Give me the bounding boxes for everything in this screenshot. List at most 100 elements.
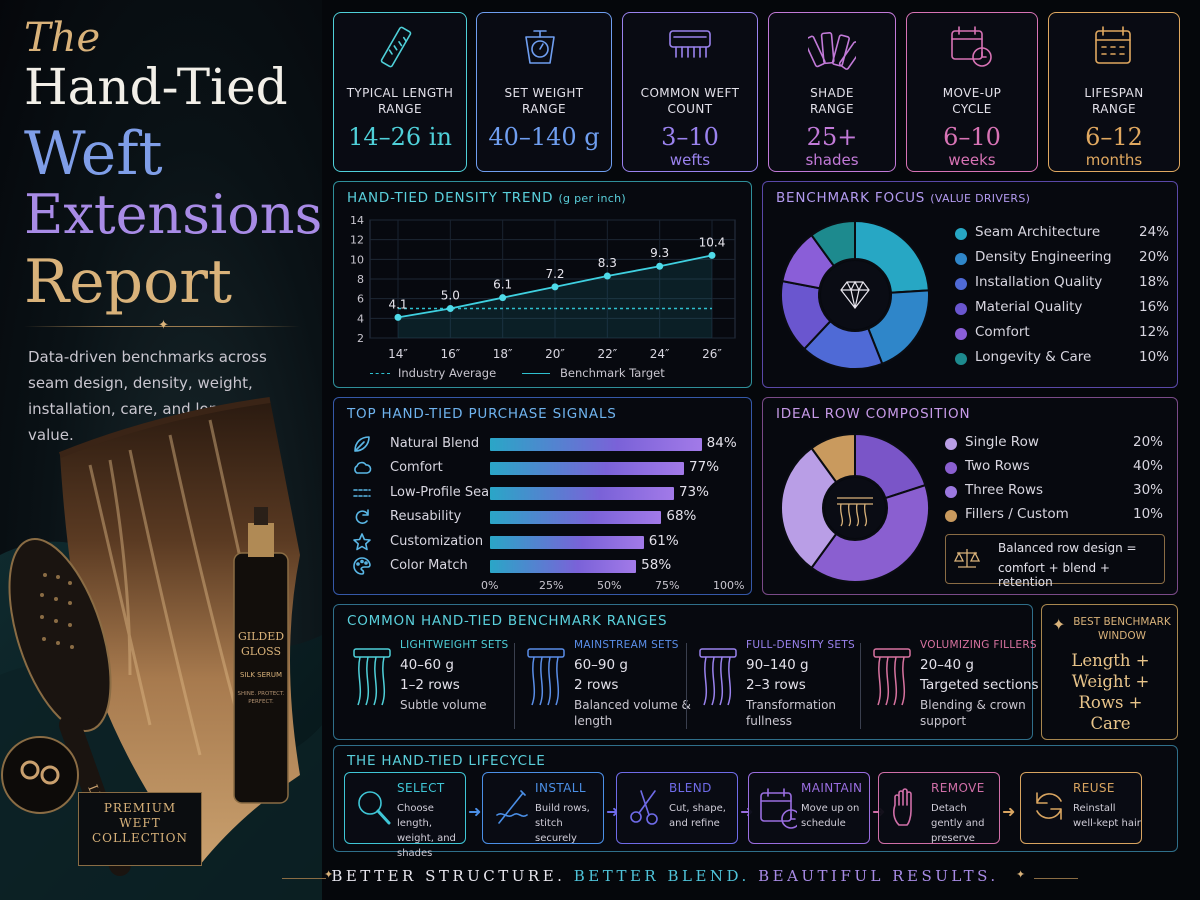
balance-scale-icon xyxy=(954,549,980,568)
stat-value: 6–10 xyxy=(943,123,1001,151)
x-tick-label: 14″ xyxy=(388,347,408,361)
footer-part-3: BEAUTIFUL RESULTS. xyxy=(758,867,999,885)
title-the: The xyxy=(24,15,101,61)
range-rows: 2 rows xyxy=(574,677,619,693)
target-area xyxy=(398,255,712,338)
range-weight: 90–140 g xyxy=(746,657,809,673)
signal-value: 58% xyxy=(641,557,672,573)
stat-label-line-1: TYPICAL LENGTH xyxy=(346,86,454,100)
x-tick-label: 26″ xyxy=(702,347,722,361)
x-tick-label: 25% xyxy=(539,579,564,592)
legend-target-swatch xyxy=(522,373,550,374)
stat-card: COMMON WEFT COUNT 3–10 wefts xyxy=(622,12,758,172)
purchase-signals-title: TOP HAND-TIED PURCHASE SIGNALS xyxy=(347,406,617,422)
signal-label: Natural Blend xyxy=(390,436,480,451)
legend-label: Comfort xyxy=(975,324,1030,340)
stat-label-line-1: COMMON WEFT xyxy=(640,86,740,100)
serum-tagline-2: PERFECT. xyxy=(248,699,274,705)
data-point xyxy=(551,283,559,291)
stat-value: 3–10 xyxy=(661,123,719,151)
signal-row: Customization 61% xyxy=(352,532,752,554)
stat-label: COMMON WEFT COUNT xyxy=(623,85,757,117)
legend-item: Two Rows 40% xyxy=(945,458,1163,482)
legend-swatch xyxy=(955,303,967,315)
donut-slice xyxy=(810,219,856,268)
benchmark-ranges-list: LIGHTWEIGHT SETS 40–60 g 1–2 rows Subtle vo… xyxy=(334,605,1039,741)
stat-label: SET WEIGHT RANGE xyxy=(477,85,611,117)
step-title: REMOVE xyxy=(931,781,985,795)
signal-row: Low-Profile Seam 73% xyxy=(352,483,752,505)
x-tick-label: 100% xyxy=(713,579,745,592)
left-column: The Hand-Tied Weft Extensions Report ✦ D… xyxy=(0,0,322,900)
legend-average-label: Industry Average xyxy=(398,366,497,380)
range-divider xyxy=(514,643,515,729)
title-extensions: Extensions xyxy=(24,183,322,246)
arrow-right-icon: ➜ xyxy=(1002,802,1016,821)
best-window-title: BEST BENCHMARK WINDOW xyxy=(1072,615,1172,643)
stat-card: LIFESPAN RANGE 6–12 months xyxy=(1048,12,1180,172)
stat-card: SHADE RANGE 25+ shades xyxy=(768,12,896,172)
data-point xyxy=(656,262,664,270)
badge-line-2: WEFT xyxy=(119,816,161,830)
legend-target-label: Benchmark Target xyxy=(560,366,665,380)
sparkle-icon: ✦ xyxy=(324,868,334,881)
swatch-icon xyxy=(803,23,864,75)
sparkle-icon: ✦ xyxy=(1052,615,1066,634)
purchase-signals-card: TOP HAND-TIED PURCHASE SIGNALS Natural B… xyxy=(333,397,752,595)
footer-part-2: BETTER BLEND. xyxy=(573,867,750,885)
benchmark-ranges-card: COMMON HAND-TIED BENCHMARK RANGES LIGHTW… xyxy=(333,604,1039,741)
legend-label: Fillers / Custom xyxy=(965,506,1069,522)
legend-label: Longevity & Care xyxy=(975,349,1092,365)
badge-line-3: COLLECTION xyxy=(92,831,188,845)
row-composition-card: IDEAL ROW COMPOSITION Single Row 20% Two R… xyxy=(762,397,1178,595)
legend-label: Single Row xyxy=(965,434,1039,450)
benchmark-donut-chart xyxy=(780,219,930,370)
calendar-clock-icon xyxy=(948,23,996,75)
best-window-line: Care xyxy=(1090,714,1131,733)
lifecycle-title: THE HAND-TIED LIFECYCLE xyxy=(347,753,546,769)
legend-item: Comfort 12% xyxy=(955,324,1175,348)
signal-row: Reusability 68% xyxy=(352,507,752,529)
legend-value: 24% xyxy=(1138,224,1169,240)
signals-axis-ticks: 0% 25% 50% 75% 100% xyxy=(481,579,744,593)
calendar-clock-icon xyxy=(757,785,801,829)
best-window-card: ✦ BEST BENCHMARK WINDOW Length + Weight … xyxy=(1041,604,1178,740)
signal-value: 84% xyxy=(706,435,737,451)
density-legend: Industry Average Benchmark Target xyxy=(370,366,730,382)
benchmark-ranges-title: COMMON HAND-TIED BENCHMARK RANGES xyxy=(347,613,668,629)
legend-label: Two Rows xyxy=(965,458,1030,474)
legend-swatch xyxy=(945,462,957,474)
x-tick-label: 50% xyxy=(597,579,622,592)
range-description: Blending & crown support xyxy=(920,698,1026,728)
range-description: Balanced volume & length xyxy=(574,698,691,728)
legend-average-swatch xyxy=(370,373,390,374)
legend-swatch xyxy=(955,353,967,365)
leaf-icon xyxy=(352,434,372,454)
lifecycle-steps: SELECT Choose length, weight, and shades ➜… xyxy=(334,746,1179,859)
benchmark-subtitle-text: (VALUE DRIVERS) xyxy=(930,192,1031,205)
legend-value: 30% xyxy=(1132,482,1163,498)
step-title: BLEND xyxy=(669,781,712,795)
range-rows: 1–2 rows xyxy=(400,677,460,693)
lifecycle-card: THE HAND-TIED LIFECYCLE SELECT Choose len… xyxy=(333,745,1179,859)
lifecycle-step: REMOVE Detach gently and preserve xyxy=(878,772,1000,844)
scissors-icon xyxy=(625,785,665,829)
donut-slice xyxy=(854,219,930,294)
range-divider xyxy=(686,643,687,729)
stat-label-line-2: COUNT xyxy=(667,102,713,116)
y-tick-label: 12 xyxy=(350,234,364,247)
benchmark-focus-card: BENCHMARK FOCUS (VALUE DRIVERS) Seam Arc… xyxy=(762,181,1178,388)
legend-value: 20% xyxy=(1138,249,1169,265)
density-trend-card: HAND-TIED DENSITY TREND (g per inch) 2 4 6… xyxy=(333,181,752,388)
step-description: Reinstall well-kept hair xyxy=(1073,803,1141,829)
legend-swatch xyxy=(955,228,967,240)
title-hand-tied: Hand-Tied xyxy=(24,58,288,116)
legend-swatch xyxy=(945,486,957,498)
row-design-note: Balanced row design = comfort + blend + … xyxy=(945,534,1165,589)
data-label: 9.3 xyxy=(650,246,669,260)
stat-unit: shades xyxy=(805,151,859,169)
benchmark-title-text: BENCHMARK FOCUS xyxy=(776,190,926,206)
step-description: Cut, shape, and refine xyxy=(669,803,726,829)
badge-line-1: PREMIUM xyxy=(103,801,177,815)
data-label: 10.4 xyxy=(699,235,726,249)
